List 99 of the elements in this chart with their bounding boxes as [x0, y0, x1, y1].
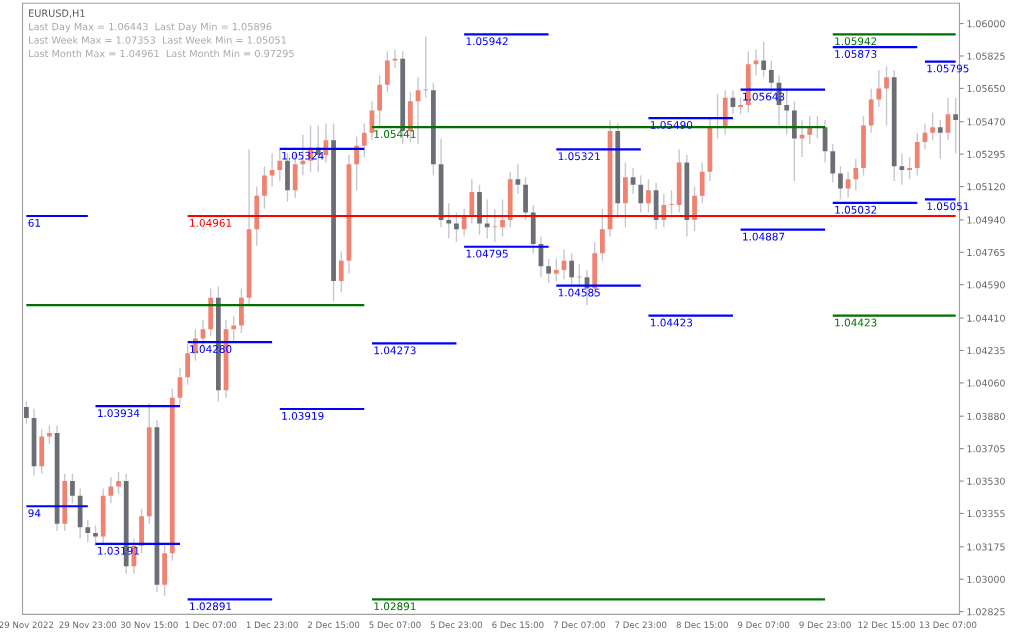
- y-tick-label: 1.04590: [967, 281, 1005, 289]
- candlestick: [461, 208, 467, 238]
- y-tick-label: 1.04235: [967, 347, 1005, 355]
- candlestick: [262, 165, 267, 210]
- candlestick: [454, 211, 459, 243]
- y-tick-label: 1.03355: [967, 510, 1005, 518]
- candlestick: [661, 193, 667, 229]
- data-label: 1.04273: [374, 346, 416, 355]
- data-label: 1.05032: [835, 205, 877, 214]
- x-tick-label: 5 Dec 23:00: [430, 621, 483, 629]
- x-tick-label: 29 Nov 23:00: [59, 621, 117, 629]
- candlestick: [47, 424, 52, 445]
- candlestick: [630, 167, 636, 195]
- x-tick-label: 7 Dec 23:00: [615, 621, 667, 629]
- candlestick: [93, 524, 98, 547]
- x-tick-label: 13 Dec 07:00: [919, 621, 977, 629]
- candlestick: [269, 152, 275, 188]
- candlestick: [669, 189, 674, 216]
- data-label: 1.05321: [558, 152, 600, 161]
- y-tick-label: 1.04060: [967, 379, 1005, 387]
- candlestick: [553, 258, 559, 282]
- data-label: 1.03919: [282, 411, 324, 420]
- candlestick: [845, 171, 851, 199]
- y-tick-label: 1.05470: [967, 118, 1005, 126]
- y-tick-label: 1.05825: [967, 52, 1005, 60]
- y-tick-label: 1.04940: [967, 216, 1005, 224]
- annotation: Last Month Max = 1.04961 Last Month Min = 0.97295: [29, 49, 294, 58]
- data-label: 1.04585: [558, 288, 600, 297]
- candlestick: [361, 122, 367, 158]
- candlestick: [937, 119, 943, 160]
- annotation: 94: [28, 509, 41, 518]
- candlestick: [807, 115, 813, 145]
- candlestick: [569, 252, 575, 286]
- y-tick-label: 1.05120: [967, 183, 1005, 191]
- data-label: 1.05942: [835, 37, 877, 46]
- x-tick-label: 7 Dec 07:00: [553, 621, 605, 629]
- y-tick-label: 1.03880: [967, 412, 1005, 420]
- candlestick: [853, 158, 859, 191]
- candlestick: [830, 143, 836, 184]
- y-tick-label: 1.04410: [967, 314, 1005, 322]
- candlestick: [646, 178, 651, 214]
- y-tick-label: 1.03000: [967, 575, 1005, 583]
- x-tick-label: 30 Nov 15:00: [120, 621, 178, 629]
- x-tick-label: 1 Dec 07:00: [185, 621, 237, 629]
- y-tick-label: 1.03530: [967, 477, 1005, 485]
- candlestick: [784, 87, 790, 136]
- data-label: 1.04423: [650, 318, 693, 327]
- y-tick-label: 1.05650: [967, 84, 1005, 93]
- x-tick-label: 6 Dec 15:00: [492, 621, 544, 629]
- x-tick-label: 1 Dec 23:00: [246, 621, 298, 629]
- y-tick-label: 1.05295: [967, 150, 1005, 158]
- x-tick-label: 9 Dec 07:00: [737, 621, 790, 629]
- candlestick: [85, 519, 91, 543]
- x-tick-label: 2 Dec 15:00: [307, 621, 360, 629]
- data-label: 1.02891: [374, 602, 416, 611]
- data-label: 1.03934: [98, 409, 140, 418]
- data-label: 1.05942: [466, 37, 508, 46]
- y-tick-label: 1.02825: [967, 608, 1005, 616]
- y-tick-label: 1.06000: [967, 20, 1005, 28]
- x-tick-label: 12 Dec 15:00: [858, 621, 915, 629]
- candlestick: [876, 69, 882, 108]
- data-label: 1.04961: [190, 218, 232, 227]
- candlestick: [231, 315, 237, 343]
- candlestick: [354, 135, 359, 191]
- x-tick-label: 29 Nov 2022: [0, 621, 54, 629]
- annotation: Last Day Max = 1.06443 Last Day Min = 1.05896: [29, 22, 272, 33]
- candlestick: [277, 146, 283, 182]
- candlestick: [116, 471, 121, 495]
- candlestick: [338, 250, 344, 293]
- data-label: 1.04887: [743, 232, 785, 241]
- y-tick-label: 1.03175: [967, 543, 1005, 551]
- candlestick: [638, 174, 644, 214]
- data-label: 1.05873: [835, 50, 877, 58]
- candlestick: [500, 198, 505, 238]
- data-label: 1.02891: [190, 602, 232, 611]
- candlestick: [838, 165, 843, 201]
- annotation: EURUSD,H1: [29, 9, 85, 18]
- data-label: 1.05795: [927, 64, 969, 73]
- data-label: 1.04795: [466, 249, 508, 258]
- annotation: 61: [28, 218, 41, 227]
- candlestick: [884, 65, 889, 127]
- candlestick: [70, 472, 75, 504]
- y-tick-label: 1.03705: [967, 445, 1005, 453]
- data-label: 1.05051: [927, 202, 969, 211]
- candlestick: [930, 111, 935, 141]
- data-label: 1.04423: [835, 318, 877, 327]
- candlestick: [446, 202, 452, 240]
- x-tick-label: 8 Dec 15:00: [676, 621, 728, 629]
- data-label: 1.05441: [374, 130, 416, 138]
- x-tick-label: 5 Dec 07:00: [369, 621, 421, 629]
- x-tick-label: 9 Dec 23:00: [799, 621, 851, 629]
- candlestick: [761, 41, 767, 78]
- candlestick: [108, 476, 114, 504]
- candlestick: [515, 163, 521, 195]
- annotation: Last Week Max = 1.07353 Last Week Min = 1.05051: [29, 36, 286, 44]
- y-tick-label: 1.04765: [967, 248, 1005, 257]
- candlestick: [907, 156, 912, 180]
- candlestick: [546, 258, 551, 284]
- candlestick: [23, 400, 29, 425]
